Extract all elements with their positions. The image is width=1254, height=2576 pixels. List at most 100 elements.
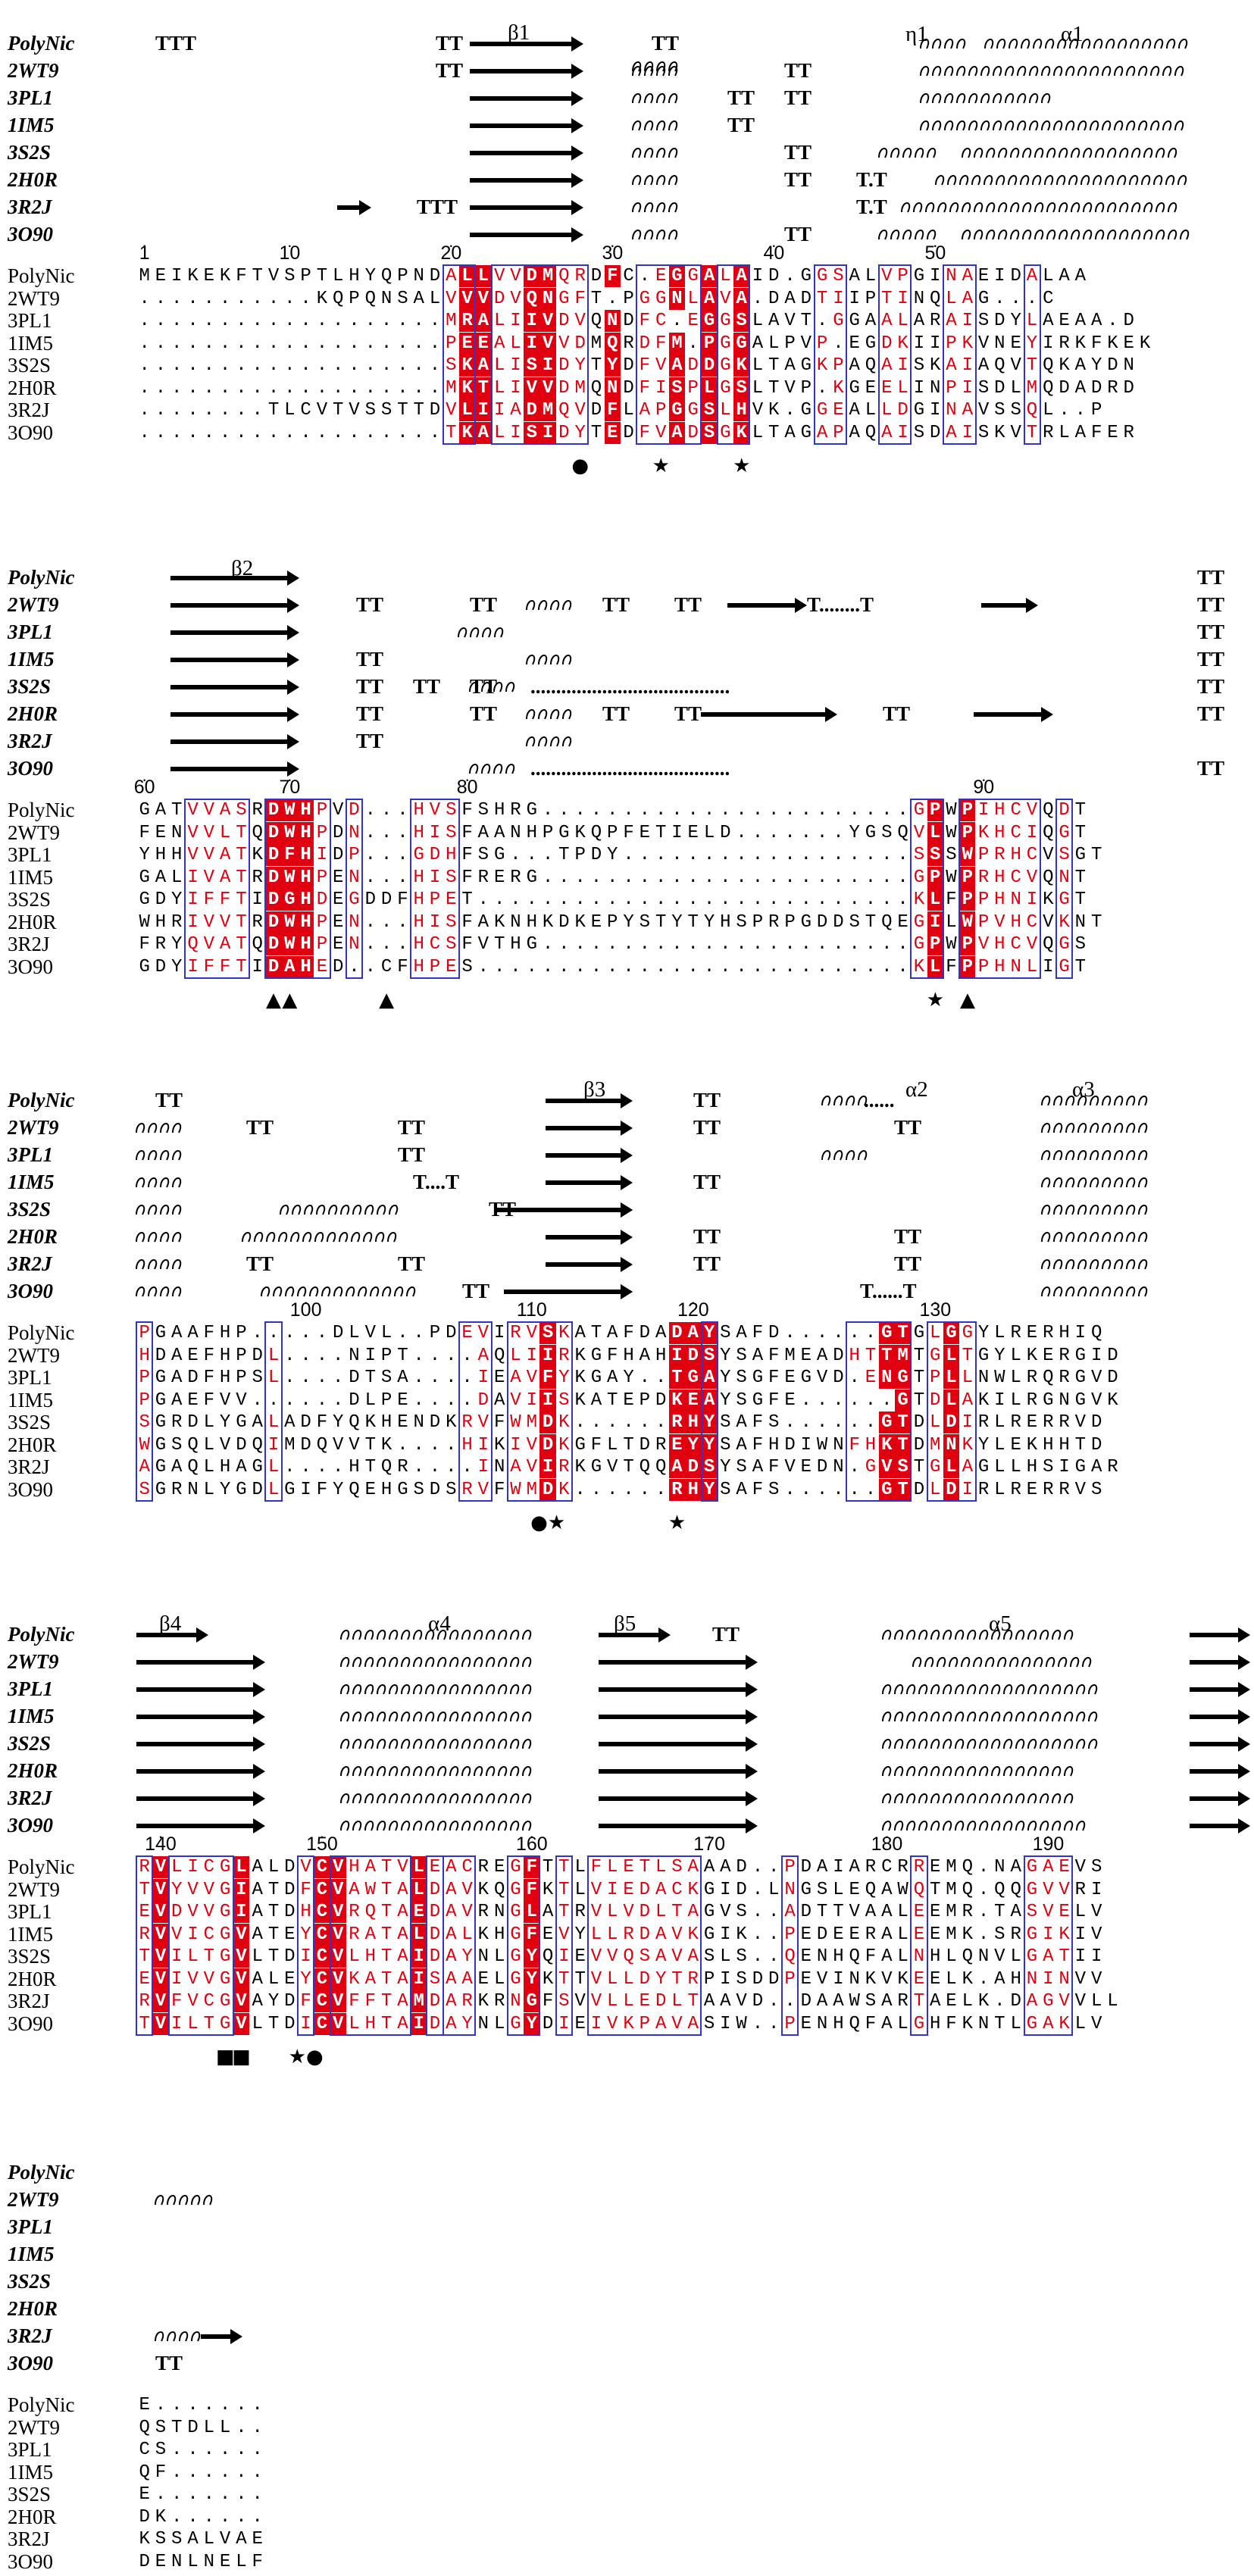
residue: L	[252, 1946, 263, 1967]
residue: A	[1090, 311, 1102, 331]
residue: I	[671, 822, 683, 843]
turn-label: TT	[470, 593, 497, 616]
residue: Y	[720, 1390, 731, 1411]
residue: A	[962, 1457, 973, 1477]
residue: L	[267, 1968, 280, 1990]
residue: K	[542, 1879, 554, 1900]
residue: .	[590, 1479, 602, 1500]
residue: E	[475, 332, 492, 355]
residue: V	[816, 1368, 828, 1388]
residue: C	[1043, 288, 1054, 309]
residue: S	[833, 266, 844, 286]
residue: Q	[1043, 800, 1054, 821]
residue: G	[1026, 2013, 1038, 2034]
residue: G	[281, 889, 298, 911]
residue: W	[281, 821, 298, 844]
residue: D	[913, 1479, 925, 1500]
residue: .	[574, 1479, 586, 1500]
residue: L	[1010, 1946, 1021, 1967]
residue: A	[668, 355, 686, 377]
residue: A	[1026, 1991, 1038, 2012]
residue: H	[994, 800, 1005, 821]
residue: W	[816, 1434, 828, 1455]
residue: D	[639, 1879, 651, 1900]
residue: Q	[881, 911, 893, 933]
residue: T	[607, 1390, 618, 1411]
turn-label: TT	[436, 59, 463, 82]
residue: .	[446, 1434, 457, 1455]
residue: S	[720, 1323, 731, 1343]
residue: E	[493, 1368, 505, 1388]
alpha1-helix	[935, 175, 1187, 186]
residue: S	[558, 1390, 570, 1411]
residue: G	[800, 911, 812, 933]
residue: F	[203, 1345, 215, 1366]
residue: Q	[316, 1434, 328, 1455]
residue: .	[671, 845, 683, 865]
residue: N	[668, 287, 686, 310]
turn-label: T......T	[860, 1280, 917, 1302]
residue: .	[333, 1368, 344, 1388]
residue: N	[539, 287, 556, 310]
seq-label-3pl1: 3PL1	[8, 843, 52, 866]
residue: .	[558, 956, 570, 977]
residue: S	[927, 844, 943, 866]
residue: S	[736, 1902, 747, 1922]
ss-label-3s2s: 3S2S	[8, 1198, 52, 1221]
residue: .	[349, 355, 360, 376]
residue: V	[1010, 422, 1021, 443]
residue: .	[203, 2506, 215, 2528]
residue: H	[493, 1924, 505, 1945]
seq-label-1im5: 1IM5	[8, 2460, 53, 2484]
residue: W	[139, 911, 150, 933]
residue: Y	[219, 1479, 231, 1500]
residue: D	[333, 822, 344, 843]
residue: V	[203, 1968, 215, 1990]
residue: .	[768, 845, 780, 865]
residue: A	[542, 1902, 554, 1922]
residue: F	[203, 956, 215, 977]
ss-label-3pl1: 3PL1	[8, 1143, 53, 1166]
alpha5-helix	[882, 1793, 1074, 1804]
residue: I	[558, 1946, 570, 1967]
residue: W	[959, 844, 976, 866]
residue: C	[203, 1857, 215, 1877]
residue: H	[300, 1902, 311, 1922]
residue-number: 40	[763, 242, 785, 264]
residue: .	[429, 311, 441, 331]
residue: .	[849, 1323, 860, 1343]
residue: K	[994, 422, 1005, 443]
residue: D	[155, 956, 167, 977]
residue: L	[493, 1968, 505, 1990]
residue: P	[784, 2013, 796, 2034]
residue: Q	[1090, 1323, 1102, 1343]
residue: T	[203, 2013, 215, 2034]
residue: .	[816, 845, 828, 865]
residue: .	[203, 355, 215, 376]
residue: T	[623, 1434, 634, 1455]
residue: L	[203, 1457, 215, 1477]
residue: R	[1010, 1924, 1021, 1945]
residue-number: 170	[693, 1834, 725, 1855]
residue: .	[849, 867, 860, 888]
residue: .	[607, 889, 618, 910]
residue: T	[913, 1991, 925, 2012]
residue: P	[977, 956, 990, 977]
residue: K	[558, 1412, 570, 1433]
site-mark: ★●	[288, 2046, 324, 2068]
residue: A	[784, 355, 796, 376]
ss-label-2h0r: 2H0R	[8, 168, 58, 191]
residue: A	[446, 1924, 457, 1945]
alpha5-helix	[882, 1821, 1086, 1831]
residue: .	[671, 311, 683, 331]
beta-arrow-head	[1238, 1818, 1250, 1834]
residue: Y	[574, 355, 586, 376]
residue: .	[655, 1368, 667, 1388]
residue: V	[784, 1457, 796, 1477]
residue: I	[1026, 822, 1038, 843]
residue: S	[155, 2529, 167, 2549]
residue: V	[558, 333, 570, 354]
residue: H	[1026, 1457, 1038, 1477]
